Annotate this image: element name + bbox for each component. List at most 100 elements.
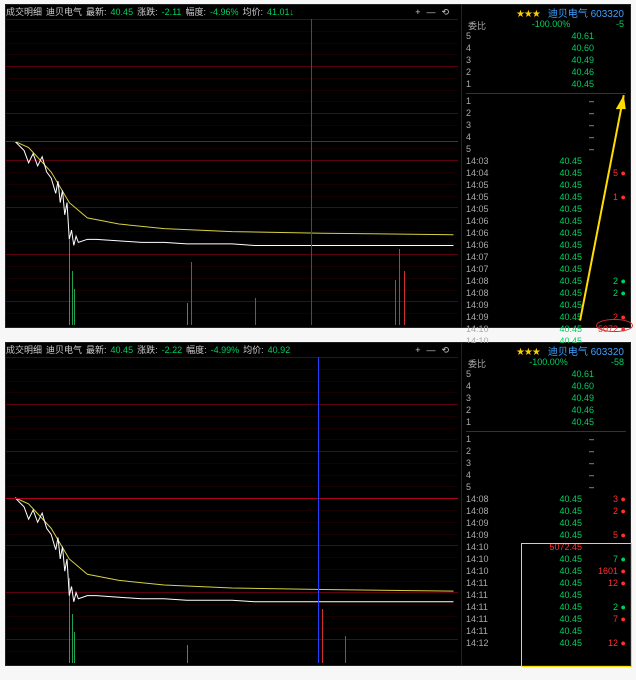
bid-price: –: [480, 144, 594, 156]
bid-row[interactable]: 4–: [466, 132, 626, 144]
chart-area[interactable]: [6, 19, 458, 325]
header-field: 40.92: [268, 345, 291, 355]
bid-row[interactable]: 1–: [466, 434, 626, 446]
tape-price: 40.45: [500, 506, 582, 518]
bid-price: –: [480, 446, 594, 458]
chart-area[interactable]: [6, 357, 458, 663]
bid-row[interactable]: 4–: [466, 470, 626, 482]
header-field: 涨跌:: [137, 7, 158, 17]
header-field: 幅度:: [185, 7, 206, 17]
ask-price: 40.61: [480, 369, 594, 381]
ratio-right: -58: [611, 357, 624, 369]
tape-qty: 5 ●: [582, 168, 626, 180]
ask-row[interactable]: 140.45: [466, 79, 626, 91]
tape-price: 40.45: [500, 168, 582, 180]
header-tool-button[interactable]: ⟲: [441, 7, 449, 17]
header-tool-button[interactable]: +: [415, 7, 420, 17]
tape-row: 14:0640.45: [466, 216, 626, 228]
bid-qty: [594, 108, 626, 120]
ratio-right: -5: [616, 19, 624, 31]
tape-time: 14:05: [466, 204, 500, 216]
bid-row[interactable]: 2–: [466, 446, 626, 458]
ask-row[interactable]: 540.61: [466, 369, 626, 381]
tape-row: 14:0740.45: [466, 264, 626, 276]
ask-price: 40.46: [480, 405, 594, 417]
tape-time: 14:06: [466, 216, 500, 228]
ask-row[interactable]: 440.60: [466, 381, 626, 393]
bid-price: –: [480, 96, 594, 108]
tape-price: 40.45: [500, 276, 582, 288]
price-lines: [6, 357, 458, 663]
tape-time: 14:05: [466, 180, 500, 192]
tape-qty: [582, 240, 626, 252]
ask-row[interactable]: 540.61: [466, 31, 626, 43]
ask-row[interactable]: 340.49: [466, 393, 626, 405]
header-tool-button[interactable]: +: [415, 345, 420, 355]
ask-row[interactable]: 240.46: [466, 405, 626, 417]
lvl: 1: [466, 434, 480, 446]
bid-price: –: [480, 434, 594, 446]
tape-time: 14:08: [466, 494, 500, 506]
order-book: 540.61440.60340.49240.46140.451–2–3–4–5–: [462, 31, 630, 156]
bid-price: –: [480, 132, 594, 144]
ask-row[interactable]: 440.60: [466, 43, 626, 55]
ratio-value: -100.00%: [532, 19, 571, 31]
tape-qty: 2 ●: [582, 276, 626, 288]
tape-time: 14:07: [466, 264, 500, 276]
tape-price: 40.45: [500, 252, 582, 264]
tape-qty: [582, 252, 626, 264]
header-field: -2.22: [162, 345, 183, 355]
bid-price: –: [480, 108, 594, 120]
tape-price: 40.45: [500, 312, 582, 324]
chart-panel: 成交明细迪贝电气最新:40.45涨跌:-2.22幅度:-4.99%均价:40.9…: [5, 342, 631, 666]
bid-qty: [594, 96, 626, 108]
header-field: 均价:: [243, 7, 264, 17]
ask-row[interactable]: 340.49: [466, 55, 626, 67]
book-separator: [466, 431, 626, 432]
bid-row[interactable]: 3–: [466, 120, 626, 132]
tape-qty: 2 ●: [582, 288, 626, 300]
ask-qty: [594, 417, 626, 429]
annotation-circle: [596, 319, 632, 332]
bid-row[interactable]: 2–: [466, 108, 626, 120]
side-header: ★★★迪贝电气 603320: [462, 343, 630, 357]
header-tool-button[interactable]: —: [426, 7, 435, 17]
lvl: 5: [466, 369, 480, 381]
tape-qty: [582, 518, 626, 530]
ask-row[interactable]: 140.45: [466, 417, 626, 429]
tape-row: 14:0340.45: [466, 156, 626, 168]
header-field: -4.99%: [211, 345, 240, 355]
baseline: [6, 141, 458, 142]
bid-qty: [594, 132, 626, 144]
bid-row[interactable]: 1–: [466, 96, 626, 108]
tape-qty: 5 ●: [582, 530, 626, 542]
lvl: 4: [466, 470, 480, 482]
tape-time: 14:09: [466, 300, 500, 312]
tape-time: 14:08: [466, 288, 500, 300]
lvl: 5: [466, 31, 480, 43]
bid-row[interactable]: 5–: [466, 482, 626, 494]
trade-tape[interactable]: 14:0340.4514:0440.455 ●14:0540.4514:0540…: [462, 156, 630, 346]
tape-time: 14:07: [466, 252, 500, 264]
tape-row: 14:0840.453 ●: [466, 494, 626, 506]
lvl: 2: [466, 405, 480, 417]
ask-row[interactable]: 240.46: [466, 67, 626, 79]
tape-time: 14:06: [466, 240, 500, 252]
header-field: 40.45: [111, 345, 134, 355]
bid-row[interactable]: 5–: [466, 144, 626, 156]
tape-row: 14:0840.452 ●: [466, 506, 626, 518]
tape-price: 40.45: [500, 300, 582, 312]
tape-qty: [582, 228, 626, 240]
ask-qty: [594, 393, 626, 405]
header-field: 迪贝电气: [46, 345, 82, 355]
tape-row: 14:0640.45: [466, 240, 626, 252]
bid-row[interactable]: 3–: [466, 458, 626, 470]
ask-qty: [594, 31, 626, 43]
tape-row: 14:0840.452 ●: [466, 276, 626, 288]
header-tool-button[interactable]: ⟲: [441, 345, 449, 355]
tape-price: 40.45: [500, 228, 582, 240]
tape-row: 14:0440.455 ●: [466, 168, 626, 180]
tape-row: 14:0540.451 ●: [466, 192, 626, 204]
tape-qty: [582, 204, 626, 216]
header-tool-button[interactable]: —: [426, 345, 435, 355]
